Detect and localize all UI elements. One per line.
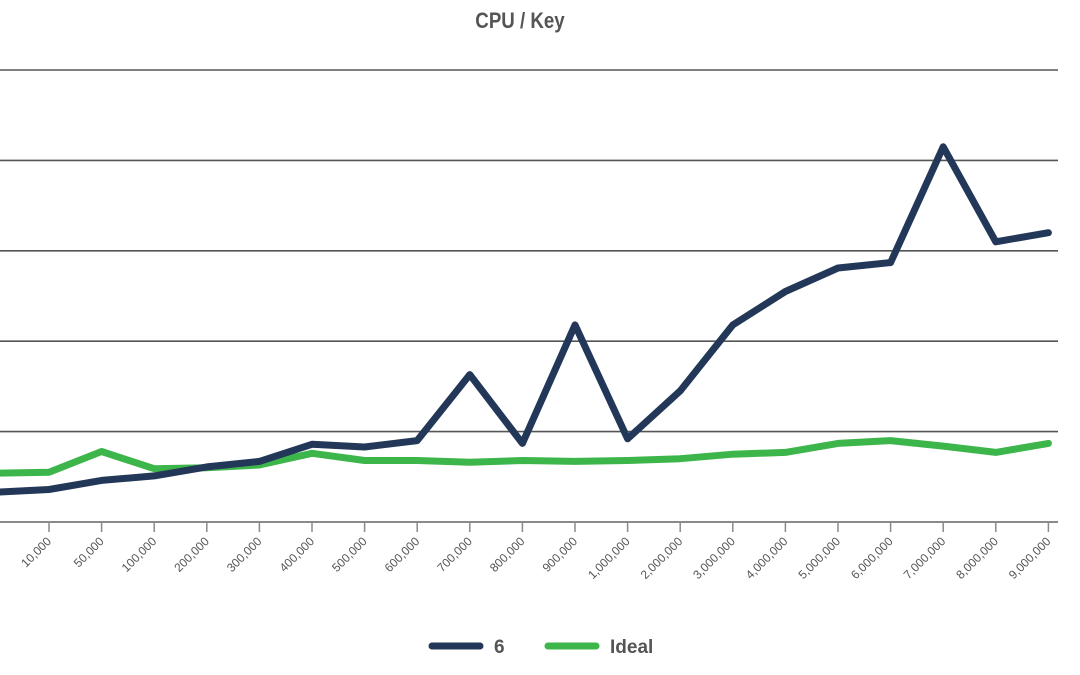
x-axis <box>48 522 1050 532</box>
x-tick-label: 900,000 <box>540 534 581 575</box>
x-tick-label: 5,000,000 <box>795 534 843 582</box>
x-tick-label: 600,000 <box>382 534 423 575</box>
x-tick-labels: 10,000 50,000 100,000 200,000 300,000 400,000… <box>18 534 1053 582</box>
x-tick-label: 500,000 <box>329 534 370 575</box>
x-tick-label: 7,000,000 <box>901 534 949 582</box>
x-tick-label: 10,000 <box>18 534 54 570</box>
chart-title: CPU / Key <box>475 8 565 33</box>
x-tick-label: 50,000 <box>71 534 107 570</box>
legend: 6 Ideal <box>428 637 653 658</box>
x-tick-label: 9,000,000 <box>1006 534 1054 582</box>
x-tick-label: 700,000 <box>434 534 475 575</box>
x-tick-label: 100,000 <box>119 534 160 575</box>
x-tick-label: 300,000 <box>224 534 265 575</box>
x-tick-label: 6,000,000 <box>848 534 896 582</box>
legend-label: 6 <box>494 637 505 658</box>
x-tick-label: 4,000,000 <box>743 534 791 582</box>
legend-item: Ideal <box>544 637 653 658</box>
x-tick-label: 1,000,000 <box>585 534 633 582</box>
gridlines <box>0 69 1058 523</box>
series-line-ideal <box>0 437 1052 477</box>
legend-label: Ideal <box>610 637 653 658</box>
series-line-6 <box>0 143 1052 496</box>
x-tick-label: 2,000,000 <box>638 534 686 582</box>
series-lines <box>0 143 1052 496</box>
x-tick-label: 400,000 <box>277 534 318 575</box>
x-tick-label: 3,000,000 <box>690 534 738 582</box>
x-tick-label: 8,000,000 <box>953 534 1001 582</box>
legend-item: 6 <box>428 637 505 658</box>
x-tick-label: 800,000 <box>487 534 528 575</box>
x-tick-label: 200,000 <box>171 534 212 575</box>
